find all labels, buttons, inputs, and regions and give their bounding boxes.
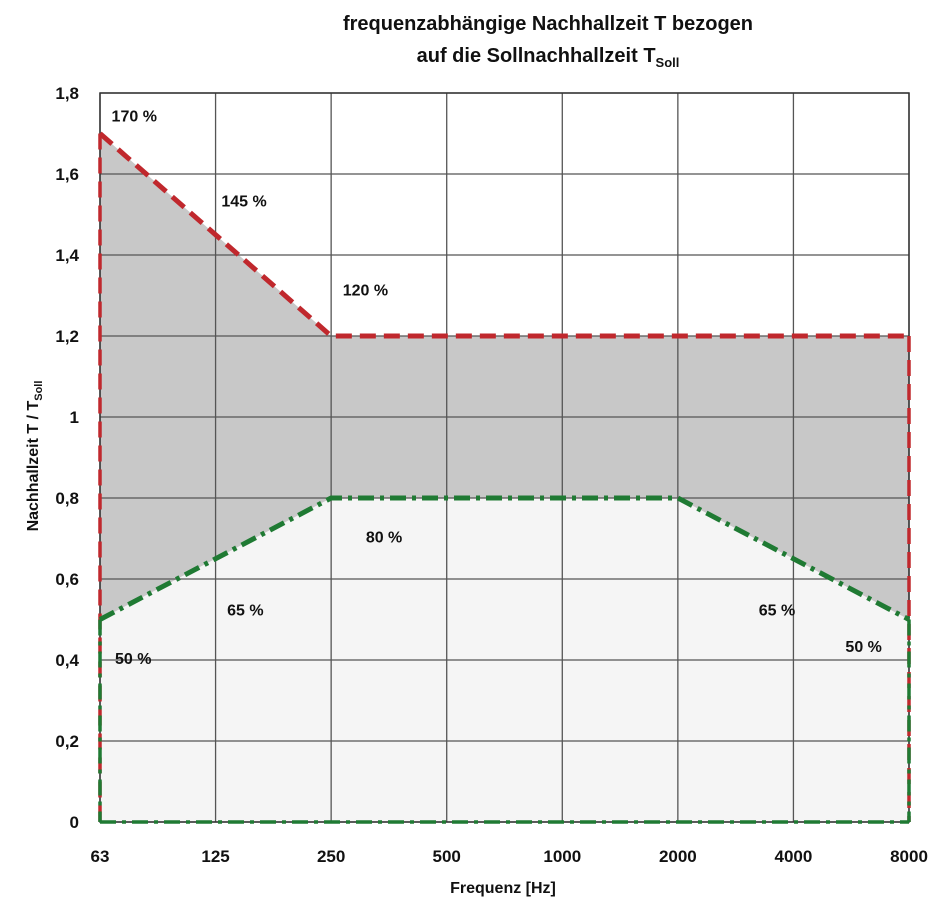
y-tick-label: 0 bbox=[70, 813, 79, 832]
y-tick-label: 0,8 bbox=[55, 489, 79, 508]
y-tick-label: 1,6 bbox=[55, 165, 79, 184]
chart-title-line-2-text: auf die Sollnachhallzeit T bbox=[417, 45, 656, 67]
percent-annotation: 65 % bbox=[759, 602, 795, 619]
y-axis-label-subscript: Soll bbox=[33, 381, 45, 401]
x-tick-label: 2000 bbox=[659, 847, 697, 866]
upper-limit-line bbox=[98, 131, 909, 339]
y-tick-label: 0,6 bbox=[55, 570, 79, 589]
chart-title: frequenzabhängige Nachhallzeit T bezogen… bbox=[343, 13, 753, 70]
y-tick-label: 1,4 bbox=[55, 246, 79, 265]
lower-limit-line bbox=[98, 495, 911, 622]
y-tick-label: 1 bbox=[70, 408, 79, 427]
percent-annotation: 170 % bbox=[112, 108, 157, 125]
chart-title-line-1: frequenzabhängige Nachhallzeit T bezogen bbox=[343, 13, 753, 35]
x-tick-label: 250 bbox=[317, 847, 345, 866]
chart-title-line-2: auf die Sollnachhallzeit TSoll bbox=[417, 45, 680, 70]
limit-lines bbox=[98, 131, 911, 824]
y-tick-label: 1,2 bbox=[55, 327, 79, 346]
x-axis-ticks: 63 125 250 500 1000 2000 4000 8000 bbox=[91, 847, 928, 866]
x-tick-label: 125 bbox=[201, 847, 229, 866]
percent-annotation: 65 % bbox=[227, 602, 263, 619]
percent-annotation: 50 % bbox=[115, 651, 151, 668]
percent-annotation: 50 % bbox=[845, 639, 881, 656]
y-axis-label-text: Nachhallzeit T / T bbox=[25, 401, 42, 532]
x-tick-label: 8000 bbox=[890, 847, 928, 866]
percent-annotation: 120 % bbox=[343, 283, 388, 300]
percent-annotation: 145 % bbox=[221, 193, 266, 210]
y-tick-label: 0,4 bbox=[55, 651, 79, 670]
y-tick-label: 0,2 bbox=[55, 732, 79, 751]
x-tick-label: 1000 bbox=[543, 847, 581, 866]
x-tick-label: 63 bbox=[91, 847, 110, 866]
chart-title-subscript: Soll bbox=[656, 55, 680, 70]
x-tick-label: 4000 bbox=[775, 847, 813, 866]
y-tick-label: 1,8 bbox=[55, 84, 79, 103]
annotations: 170 % 145 % 120 % 80 % 65 % 50 % 65 % 50 % bbox=[112, 108, 882, 668]
x-tick-label: 500 bbox=[433, 847, 461, 866]
x-axis-label: Frequenz [Hz] bbox=[450, 880, 556, 897]
y-axis-ticks: 0 0,2 0,4 0,6 0,8 1 1,2 1,4 1,6 1,8 bbox=[55, 84, 79, 832]
y-axis-label: Nachhallzeit T / TSoll bbox=[25, 381, 45, 532]
percent-annotation: 80 % bbox=[366, 530, 402, 547]
